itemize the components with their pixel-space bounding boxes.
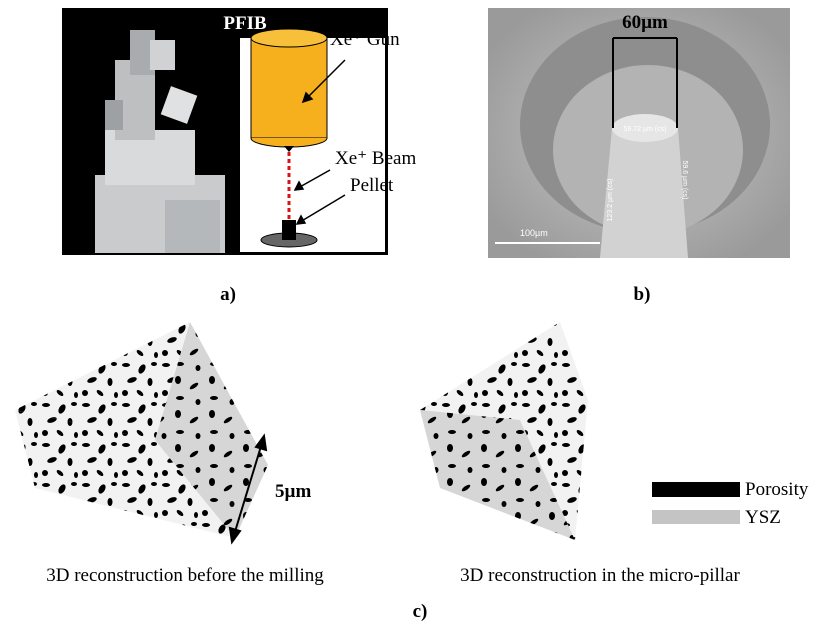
measurement: 59.6 µm (cs) [681,160,688,199]
pillar [600,128,688,258]
cube-left [15,322,268,538]
panel-tag: b) [634,284,651,305]
panel-tag: c) [413,601,428,622]
legend-label: YSZ [745,507,781,528]
xe-gun [250,28,328,152]
measurement: 123.2 µm (cs) [607,179,614,222]
legend-swatch [652,510,740,524]
panel-c: 5µm Porosity YSZ 3D reconstruction befor… [15,322,809,622]
cube-right [420,322,588,540]
panel-a: PFIB Xe⁺ Gun Xe⁺ Beam Pellet a) [62,8,416,305]
scale-label: 100µm [520,228,548,238]
beam-label: Xe⁺ Beam [335,148,416,169]
legend-swatch [652,482,740,497]
pellet [260,220,318,248]
pellet-label: Pellet [350,175,394,196]
measurement: 59.72 µm (cs) [624,126,667,133]
panel-tag: a) [220,284,236,305]
gun-label: Xe⁺ Gun [330,29,400,50]
scale-arrow [228,433,268,545]
scale-label: 5µm [275,481,311,502]
microscope [95,30,225,253]
caption: 3D reconstruction before the milling [46,565,324,586]
width-label: 60µm [622,12,668,33]
arrows [293,59,346,225]
panel-b: 60µm 59.72 µm (cs) 123.2 µm (cs) 59.6 µm… [488,8,790,305]
caption: 3D reconstruction in the micro-pillar [460,565,740,586]
panel-title: PFIB [223,13,267,34]
legend-label: Porosity [745,479,809,500]
